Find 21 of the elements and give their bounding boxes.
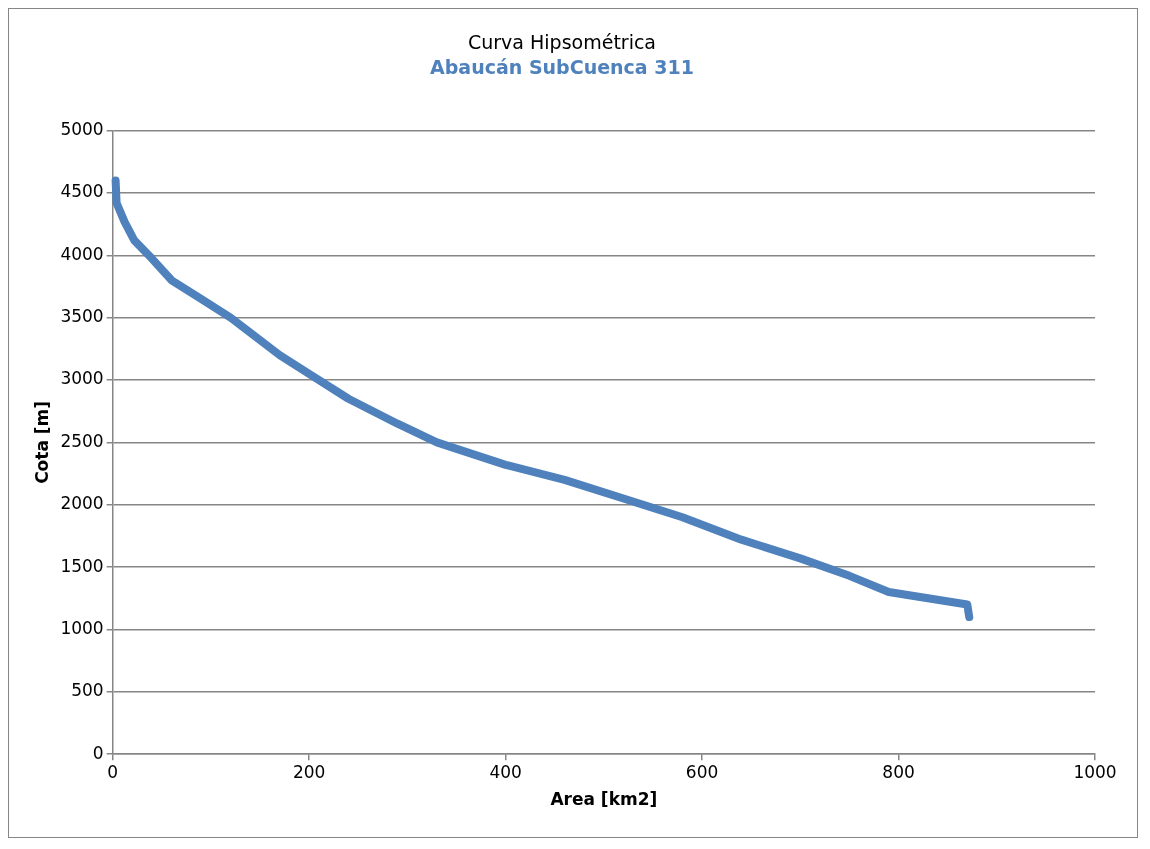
y-axis-title: Cota [m] <box>31 400 52 484</box>
y-tick-label: 4500 <box>60 181 104 202</box>
x-axis-title: Area [km2] <box>550 789 658 810</box>
y-tick-label: 0 <box>92 742 104 763</box>
x-tick-label: 1000 <box>1073 761 1117 782</box>
y-tick-label: 5000 <box>60 119 104 140</box>
chart-subtitle: Abaucán SubCuenca 311 <box>430 56 694 79</box>
y-tick-label: 2000 <box>60 493 104 514</box>
y-tick-label: 500 <box>71 680 104 701</box>
x-tick-label: 800 <box>882 761 915 782</box>
y-tick-label: 3000 <box>60 368 104 389</box>
y-tick-label: 1500 <box>60 555 104 576</box>
y-tick-label: 2500 <box>60 430 104 451</box>
x-tick-label: 400 <box>489 761 522 782</box>
y-tick-label: 4000 <box>60 243 104 264</box>
chart-title: Curva Hipsométrica <box>467 31 657 54</box>
y-tick-label: 1000 <box>60 617 104 638</box>
x-tick-label: 600 <box>685 761 719 782</box>
y-tick-label: 3500 <box>60 306 104 327</box>
x-tick-label: 200 <box>292 761 326 782</box>
x-tick-label: 0 <box>107 761 119 782</box>
